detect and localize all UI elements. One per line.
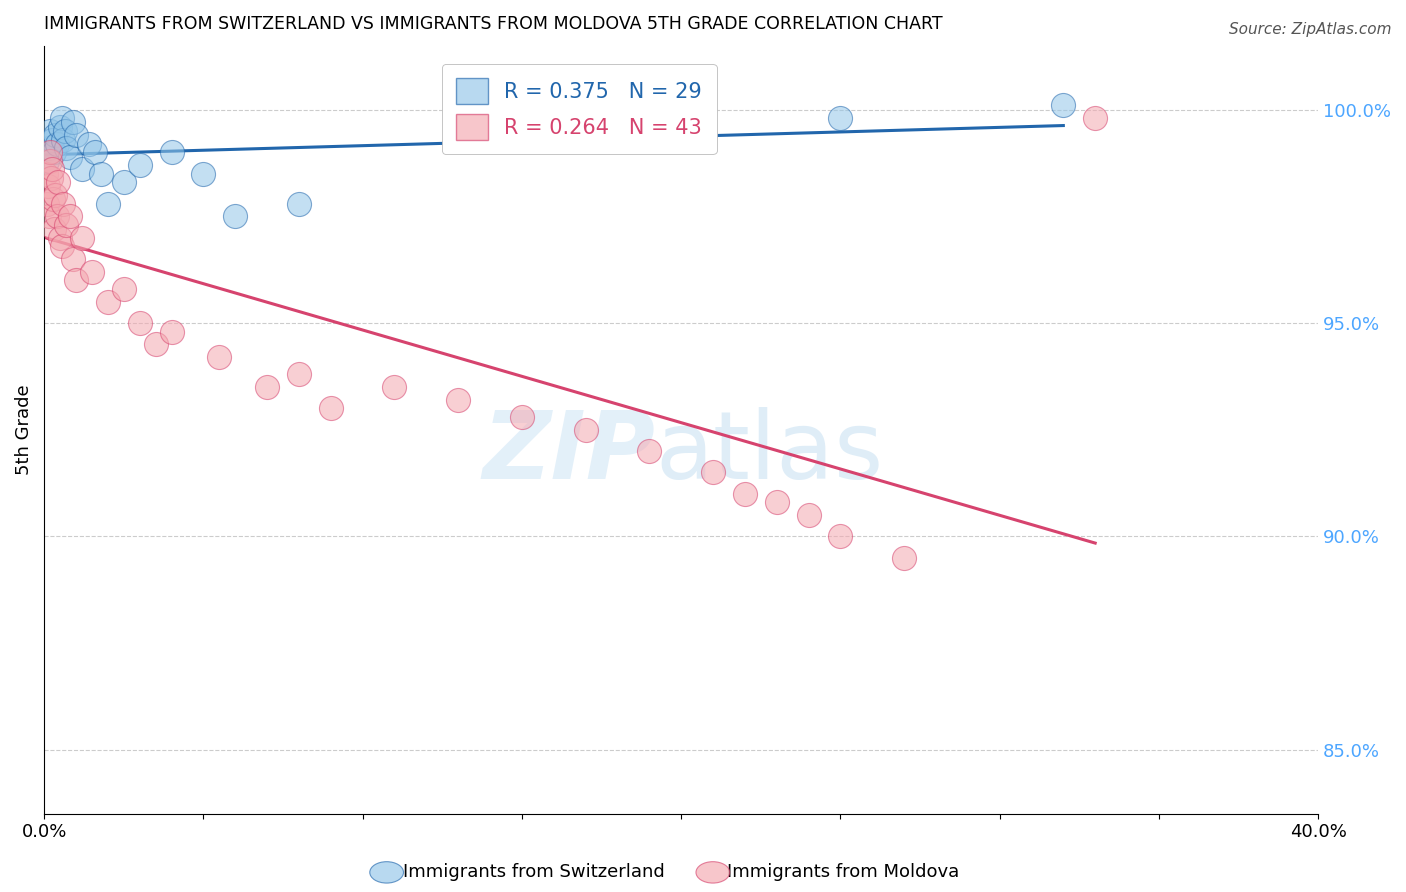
- Point: [80, 265, 103, 279]
- Point: [42, 145, 65, 160]
- Point: [65, 128, 87, 143]
- Point: [72, 230, 94, 244]
- Point: [97, 294, 120, 309]
- Point: [84, 145, 107, 160]
- Point: [55, 141, 77, 155]
- Point: [1084, 112, 1107, 126]
- Point: [288, 367, 311, 381]
- Point: [160, 325, 183, 339]
- Point: [797, 508, 820, 522]
- Point: [193, 167, 215, 181]
- Point: [224, 210, 246, 224]
- Point: [128, 158, 150, 172]
- Point: [72, 162, 94, 177]
- Point: [65, 273, 87, 287]
- Point: [42, 192, 65, 206]
- Point: [574, 423, 596, 437]
- Point: [44, 188, 66, 202]
- Point: [55, 218, 77, 232]
- Point: [669, 124, 692, 138]
- Point: [41, 162, 63, 177]
- Point: [638, 444, 661, 458]
- Point: [160, 145, 183, 160]
- Point: [208, 350, 231, 364]
- Point: [893, 550, 915, 565]
- Point: [145, 337, 167, 351]
- Point: [90, 167, 112, 181]
- Point: [765, 495, 787, 509]
- Point: [58, 210, 80, 224]
- Point: [830, 529, 852, 543]
- Point: [1052, 98, 1074, 112]
- Point: [39, 124, 62, 138]
- Point: [58, 150, 80, 164]
- Point: [128, 316, 150, 330]
- Point: [41, 132, 63, 146]
- Y-axis label: 5th Grade: 5th Grade: [15, 384, 32, 475]
- Point: [39, 170, 62, 185]
- Text: atlas: atlas: [655, 407, 884, 499]
- Legend: R = 0.375   N = 29, R = 0.264   N = 43: R = 0.375 N = 29, R = 0.264 N = 43: [441, 63, 717, 154]
- Point: [45, 210, 67, 224]
- Point: [51, 112, 73, 126]
- Text: ZIP: ZIP: [482, 407, 655, 499]
- Point: [510, 409, 533, 424]
- Point: [319, 401, 342, 416]
- Point: [39, 145, 62, 160]
- Point: [35, 167, 58, 181]
- Point: [112, 282, 135, 296]
- Point: [52, 132, 75, 146]
- Point: [48, 175, 70, 189]
- Point: [45, 136, 67, 151]
- Point: [447, 392, 470, 407]
- Point: [97, 196, 120, 211]
- Point: [384, 380, 406, 394]
- Point: [112, 175, 135, 189]
- Point: [62, 115, 84, 129]
- Point: [734, 486, 756, 500]
- Point: [52, 196, 75, 211]
- Point: [830, 112, 852, 126]
- Point: [288, 196, 311, 211]
- Text: Immigrants from Moldova: Immigrants from Moldova: [727, 863, 960, 881]
- Point: [49, 230, 72, 244]
- Point: [38, 210, 60, 224]
- Point: [256, 380, 278, 394]
- Point: [77, 136, 100, 151]
- Point: [702, 465, 724, 479]
- Point: [53, 124, 76, 138]
- Text: IMMIGRANTS FROM SWITZERLAND VS IMMIGRANTS FROM MOLDOVA 5TH GRADE CORRELATION CHA: IMMIGRANTS FROM SWITZERLAND VS IMMIGRANT…: [44, 15, 943, 33]
- Point: [38, 141, 60, 155]
- Text: Source: ZipAtlas.com: Source: ZipAtlas.com: [1229, 22, 1392, 37]
- Text: Immigrants from Switzerland: Immigrants from Switzerland: [404, 863, 665, 881]
- Point: [37, 153, 59, 168]
- Point: [62, 252, 84, 266]
- Point: [49, 120, 72, 134]
- Point: [37, 179, 59, 194]
- Point: [38, 153, 60, 168]
- Point: [37, 196, 59, 211]
- Point: [51, 239, 73, 253]
- Point: [44, 128, 66, 143]
- Point: [42, 222, 65, 236]
